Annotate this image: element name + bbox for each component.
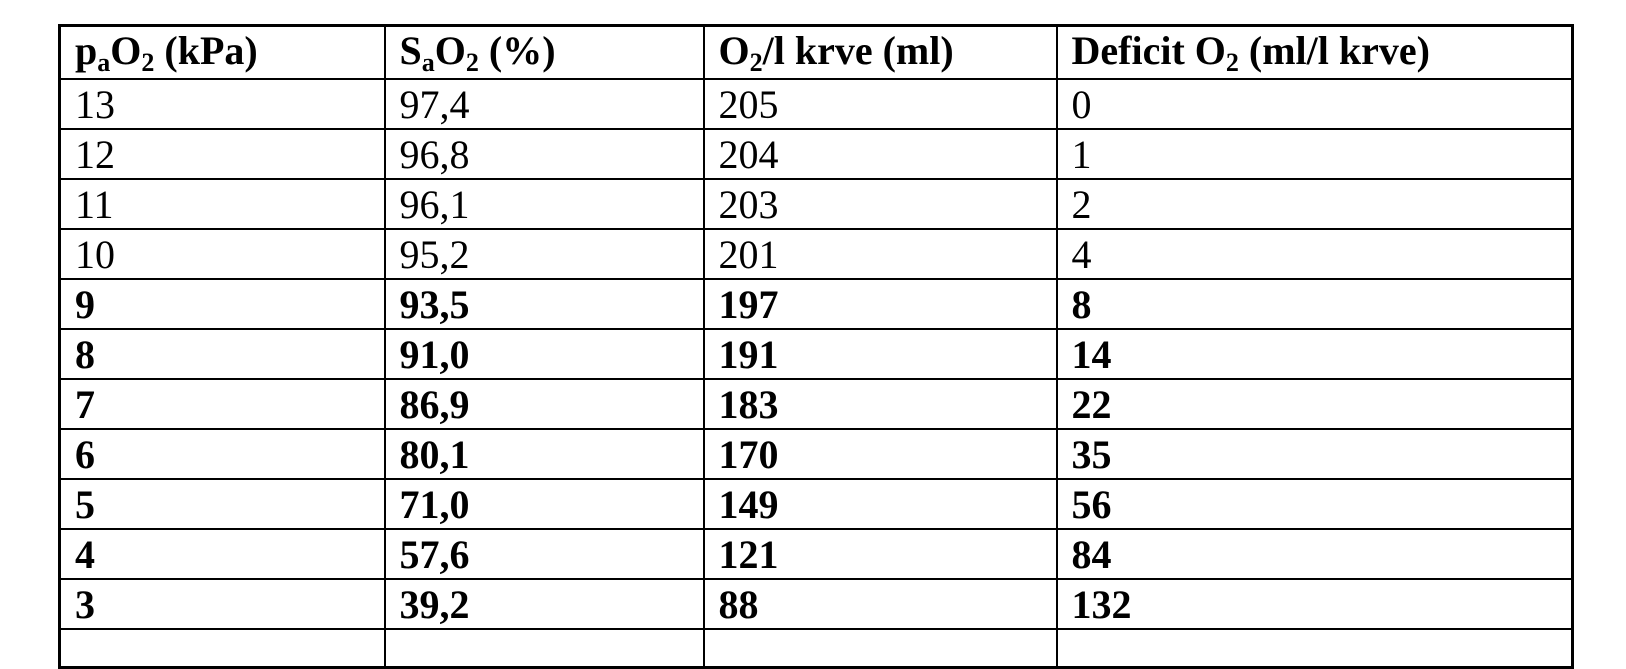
cell-o2-per-l: 203 bbox=[702, 178, 1058, 230]
header-text: O bbox=[110, 28, 142, 73]
header-text: /l krve (ml) bbox=[762, 28, 954, 73]
header-row: paO2 (kPa) SaO2 (%) O2/l krve (ml) Defic… bbox=[58, 24, 1574, 80]
cell-pao2: 4 bbox=[58, 528, 386, 580]
table-row: 8 91,0 191 14 bbox=[58, 328, 1574, 380]
table-row: 6 80,1 170 35 bbox=[58, 428, 1574, 480]
cell-deficit: 0 bbox=[1055, 78, 1574, 130]
header-text: (kPa) bbox=[154, 28, 258, 73]
cell-deficit: 84 bbox=[1055, 528, 1574, 580]
cell-deficit: 22 bbox=[1055, 378, 1574, 430]
cell-pao2: 13 bbox=[58, 78, 386, 130]
table-row: 12 96,8 204 1 bbox=[58, 128, 1574, 180]
header-text: (%) bbox=[478, 28, 556, 73]
table-row: 9 93,5 197 8 bbox=[58, 278, 1574, 330]
cell-sao2: 97,4 bbox=[383, 78, 705, 130]
cell-sao2: 57,6 bbox=[383, 528, 705, 580]
cell-sao2: 96,8 bbox=[383, 128, 705, 180]
cell-pao2: 6 bbox=[58, 428, 386, 480]
cell-o2-per-l: 205 bbox=[702, 78, 1058, 130]
table-row: 3 39,2 88 132 bbox=[58, 578, 1574, 630]
empty-cell bbox=[58, 628, 386, 669]
cell-o2-per-l: 121 bbox=[702, 528, 1058, 580]
cell-pao2: 12 bbox=[58, 128, 386, 180]
cell-pao2: 3 bbox=[58, 578, 386, 630]
cell-deficit: 132 bbox=[1055, 578, 1574, 630]
table-row: 11 96,1 203 2 bbox=[58, 178, 1574, 230]
cell-deficit: 8 bbox=[1055, 278, 1574, 330]
cell-pao2: 10 bbox=[58, 228, 386, 280]
cell-pao2: 11 bbox=[58, 178, 386, 230]
header-text: S bbox=[399, 28, 422, 73]
cell-deficit: 35 bbox=[1055, 428, 1574, 480]
cell-sao2: 86,9 bbox=[383, 378, 705, 430]
cell-o2-per-l: 201 bbox=[702, 228, 1058, 280]
cell-deficit: 14 bbox=[1055, 328, 1574, 380]
cell-sao2: 71,0 bbox=[383, 478, 705, 530]
empty-table-row bbox=[58, 628, 1574, 669]
cell-o2-per-l: 88 bbox=[702, 578, 1058, 630]
cell-deficit: 56 bbox=[1055, 478, 1574, 530]
header-text: Deficit O bbox=[1071, 28, 1226, 73]
cell-sao2: 39,2 bbox=[383, 578, 705, 630]
cell-sao2: 96,1 bbox=[383, 178, 705, 230]
header-text: O bbox=[434, 28, 466, 73]
cell-o2-per-l: 204 bbox=[702, 128, 1058, 180]
header-text: O bbox=[718, 28, 750, 73]
header-subscript: 2 bbox=[1225, 48, 1239, 77]
cell-pao2: 7 bbox=[58, 378, 386, 430]
table-row: 7 86,9 183 22 bbox=[58, 378, 1574, 430]
empty-cell bbox=[702, 628, 1058, 669]
cell-o2-per-l: 170 bbox=[702, 428, 1058, 480]
header-subscript: 2 bbox=[749, 48, 763, 77]
header-cell-o2-per-l: O2/l krve (ml) bbox=[702, 24, 1058, 80]
header-subscript: 2 bbox=[141, 48, 155, 77]
header-subscript: a bbox=[97, 48, 111, 77]
cell-deficit: 4 bbox=[1055, 228, 1574, 280]
oxygen-saturation-table: paO2 (kPa) SaO2 (%) O2/l krve (ml) Defic… bbox=[58, 24, 1574, 669]
cell-sao2: 80,1 bbox=[383, 428, 705, 480]
cell-o2-per-l: 149 bbox=[702, 478, 1058, 530]
table-row: 5 71,0 149 56 bbox=[58, 478, 1574, 530]
table-row: 4 57,6 121 84 bbox=[58, 528, 1574, 580]
header-subscript: a bbox=[421, 48, 435, 77]
cell-deficit: 1 bbox=[1055, 128, 1574, 180]
cell-pao2: 9 bbox=[58, 278, 386, 330]
cell-pao2: 5 bbox=[58, 478, 386, 530]
cell-o2-per-l: 197 bbox=[702, 278, 1058, 330]
cell-o2-per-l: 191 bbox=[702, 328, 1058, 380]
header-text: p bbox=[75, 28, 98, 73]
header-cell-deficit: Deficit O2 (ml/l krve) bbox=[1055, 24, 1574, 80]
cell-deficit: 2 bbox=[1055, 178, 1574, 230]
header-cell-pao2: paO2 (kPa) bbox=[58, 24, 386, 80]
header-subscript: 2 bbox=[465, 48, 479, 77]
table-row: 10 95,2 201 4 bbox=[58, 228, 1574, 280]
empty-cell bbox=[1055, 628, 1574, 669]
empty-cell bbox=[383, 628, 705, 669]
cell-o2-per-l: 183 bbox=[702, 378, 1058, 430]
document-page: paO2 (kPa) SaO2 (%) O2/l krve (ml) Defic… bbox=[58, 24, 1574, 669]
header-text: (ml/l krve) bbox=[1238, 28, 1430, 73]
cell-pao2: 8 bbox=[58, 328, 386, 380]
cell-sao2: 93,5 bbox=[383, 278, 705, 330]
table-row: 13 97,4 205 0 bbox=[58, 78, 1574, 130]
header-cell-sao2: SaO2 (%) bbox=[383, 24, 705, 80]
cell-sao2: 91,0 bbox=[383, 328, 705, 380]
cell-sao2: 95,2 bbox=[383, 228, 705, 280]
